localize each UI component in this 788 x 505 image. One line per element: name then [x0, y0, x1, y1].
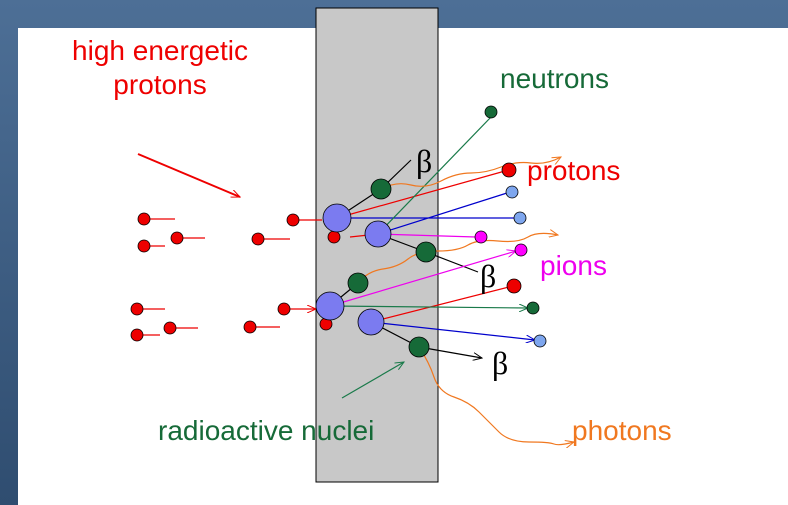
photons-label: photons — [572, 415, 672, 446]
pions-label: pions — [540, 250, 607, 281]
tracks — [137, 115, 574, 445]
particles — [130, 105, 547, 358]
beta-label: β — [416, 143, 432, 179]
source-label: high energetic — [72, 35, 248, 66]
beta-label: β — [480, 258, 496, 294]
nuclei-label: radioactive nuclei — [158, 415, 374, 446]
protons-label: protons — [527, 155, 620, 186]
source-label: protons — [113, 69, 206, 100]
beta-label: β — [492, 345, 508, 381]
neutrons-label: neutrons — [500, 63, 609, 94]
